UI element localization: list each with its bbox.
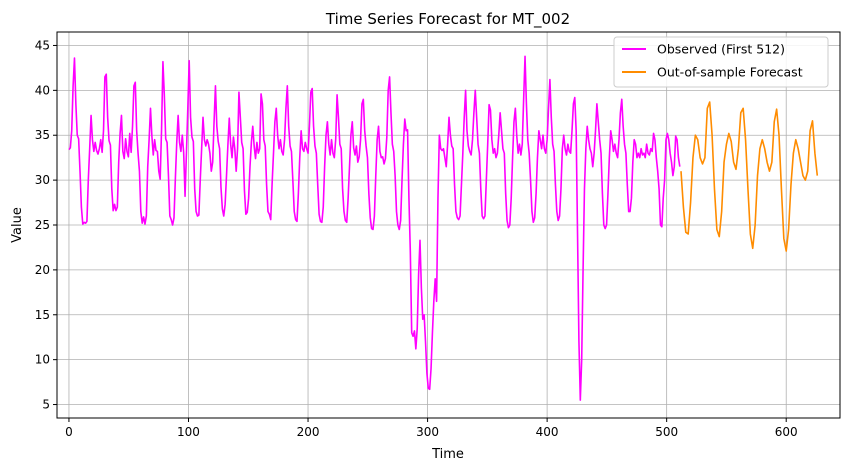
y-axis-ticks: 5 10 15 20 25 30 35 40 45 bbox=[35, 38, 57, 412]
y-axis-title: Value bbox=[10, 207, 25, 243]
y-tick-label: 15 bbox=[35, 308, 50, 322]
y-tick-label: 45 bbox=[35, 38, 50, 52]
y-tick-label: 35 bbox=[35, 128, 50, 142]
x-tick-label: 400 bbox=[536, 425, 559, 439]
y-tick-label: 25 bbox=[35, 218, 50, 232]
legend-box bbox=[613, 36, 829, 88]
plot-series bbox=[68, 55, 819, 401]
x-axis-ticks: 0 100 200 300 400 500 600 bbox=[65, 418, 798, 439]
y-tick-label: 20 bbox=[35, 263, 50, 277]
x-tick-label: 500 bbox=[655, 425, 678, 439]
y-tick-label: 5 bbox=[42, 398, 50, 412]
y-tick-label: 30 bbox=[35, 173, 50, 187]
forecast-series-line bbox=[680, 101, 819, 252]
x-tick-label: 100 bbox=[177, 425, 200, 439]
x-tick-label: 200 bbox=[297, 425, 320, 439]
x-axis-title: Time bbox=[431, 447, 464, 462]
x-tick-label: 300 bbox=[416, 425, 439, 439]
x-tick-label: 600 bbox=[775, 425, 798, 439]
chart-title: Time Series Forecast for MT_002 bbox=[325, 10, 570, 29]
x-tick-label: 0 bbox=[65, 425, 73, 439]
y-tick-label: 40 bbox=[35, 83, 50, 97]
legend-label-observed: Observed (First 512) bbox=[657, 42, 785, 57]
y-tick-label: 10 bbox=[35, 353, 50, 367]
legend: Observed (First 512) Out-of-sample Forec… bbox=[613, 36, 829, 88]
legend-label-forecast: Out-of-sample Forecast bbox=[657, 65, 803, 80]
observed-series-line bbox=[68, 55, 681, 401]
